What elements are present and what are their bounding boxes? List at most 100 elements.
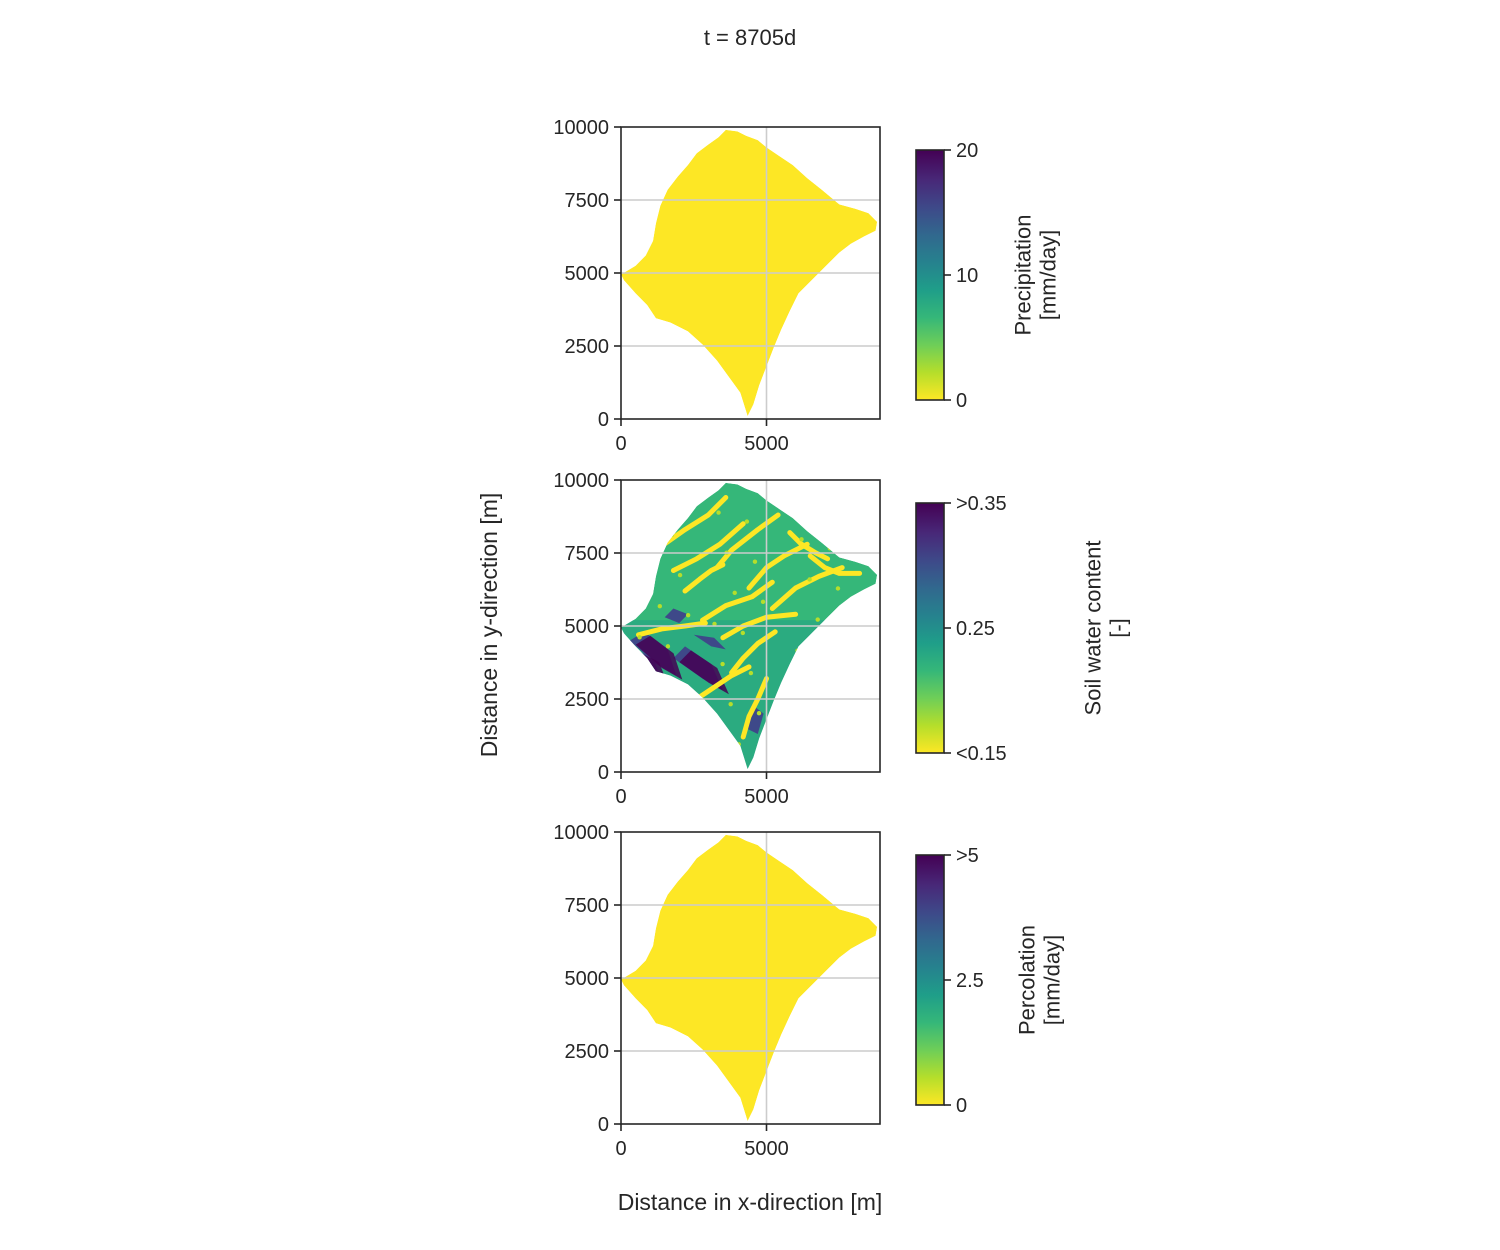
y-tick-label: 0 bbox=[598, 1114, 609, 1136]
dry-channel bbox=[653, 495, 729, 553]
y-tick-label: 5000 bbox=[565, 968, 610, 990]
soil-speckle bbox=[685, 613, 691, 618]
dry-channel bbox=[787, 530, 831, 562]
colorbar-gradient bbox=[915, 149, 945, 401]
soil-speckle bbox=[645, 675, 650, 680]
soil-speckle bbox=[649, 563, 654, 569]
x-tick-label: 5000 bbox=[744, 433, 789, 455]
soil-speckle bbox=[760, 599, 766, 605]
colorbar-label-line: [mm/day] bbox=[1040, 935, 1065, 1025]
colorbar-tick-label: >5 bbox=[956, 845, 979, 867]
soil-speckle bbox=[807, 577, 812, 582]
y-tick-label: 0 bbox=[598, 762, 609, 784]
soil-speckle bbox=[819, 506, 824, 511]
x-tick-label: 5000 bbox=[744, 1138, 789, 1160]
soil-speckle bbox=[756, 710, 762, 716]
soil-speckle bbox=[799, 537, 804, 542]
x-axis-label: Distance in x-direction [m] bbox=[618, 1189, 883, 1215]
soil-speckle bbox=[752, 559, 758, 564]
soil-speckle bbox=[728, 701, 733, 707]
colorbar-tick-label: 10 bbox=[956, 265, 978, 287]
soil-speckle bbox=[641, 523, 646, 529]
colorbar: <0.15 0.25 >0.35 Soil water content[-] bbox=[915, 493, 1131, 765]
colorbar-label: Soil water content[-] bbox=[1081, 541, 1131, 716]
wet-patch bbox=[664, 608, 688, 624]
dry-channel bbox=[720, 611, 799, 641]
colorbar-tick-label: >0.35 bbox=[956, 493, 1007, 515]
colorbar-label-line: Percolation bbox=[1015, 925, 1040, 1035]
colorbar-tick-label: 0 bbox=[956, 1095, 967, 1117]
colorbar-gradient bbox=[915, 502, 945, 754]
y-tick-label: 10000 bbox=[553, 470, 609, 492]
soil-speckle bbox=[661, 492, 667, 498]
soil-speckle bbox=[791, 497, 796, 502]
soil-speckle bbox=[736, 742, 741, 747]
y-tick-label: 10000 bbox=[553, 822, 609, 844]
colorbar-tick-label: 2.5 bbox=[956, 970, 984, 992]
gridlines bbox=[621, 832, 880, 1124]
dry-channel bbox=[740, 676, 769, 740]
y-tick-label: 7500 bbox=[565, 895, 610, 917]
y-tick-label: 10000 bbox=[553, 117, 609, 139]
soil-speckle bbox=[827, 546, 833, 551]
dry-channel bbox=[807, 553, 863, 576]
colorbar-tick-label: <0.15 bbox=[956, 743, 1007, 765]
gridlines bbox=[621, 480, 880, 772]
soil-speckle bbox=[795, 648, 800, 653]
precipitation-map: 0 5000 0 2500 5000 7500 10000 0 10 20 Precipitatio… bbox=[553, 117, 1060, 455]
colorbar: 0 2.5 >5 Percolation[mm/day] bbox=[915, 845, 1065, 1117]
dry-channel bbox=[670, 521, 746, 573]
southern-wetter-zone bbox=[621, 620, 878, 770]
x-tick-label: 0 bbox=[615, 433, 626, 455]
soil-speckle bbox=[839, 737, 845, 743]
soil-speckle bbox=[732, 590, 737, 596]
dry-channel bbox=[714, 512, 781, 571]
dry-channel bbox=[636, 620, 708, 638]
colorbar-label-line: Soil water content bbox=[1081, 541, 1106, 716]
soil-speckle bbox=[657, 604, 663, 609]
soil-speckle bbox=[720, 661, 725, 667]
colorbar-label: Precipitation[mm/day] bbox=[1011, 214, 1061, 335]
very-wet-patch bbox=[635, 635, 683, 680]
soil-speckle bbox=[637, 635, 642, 640]
y-tick-label: 5000 bbox=[565, 616, 610, 638]
gridlines bbox=[621, 127, 880, 419]
dry-channel bbox=[694, 664, 752, 702]
dry-channel bbox=[682, 562, 726, 594]
y-tick-label: 7500 bbox=[565, 543, 610, 565]
soil-speckle bbox=[677, 572, 683, 578]
soil-speckle bbox=[712, 621, 717, 627]
colorbar-tick-label: 0 bbox=[956, 390, 967, 412]
wet-patch bbox=[693, 634, 726, 650]
soil-speckle bbox=[835, 586, 841, 591]
soil-speckle bbox=[653, 715, 658, 720]
map-field bbox=[621, 482, 878, 770]
x-tick-label: 0 bbox=[615, 786, 626, 808]
soil-speckle bbox=[673, 684, 679, 689]
figure-title: t = 8705d bbox=[704, 25, 796, 50]
x-tick-label: 5000 bbox=[744, 786, 789, 808]
soil-speckle bbox=[803, 688, 808, 693]
soil-speckle bbox=[665, 644, 671, 649]
y-tick-label: 2500 bbox=[565, 1041, 610, 1063]
soil-water-content-map: 0 5000 0 2500 5000 7500 10000 <0.15 0.25 >0.35 Soi… bbox=[553, 470, 1130, 808]
y-tick-label: 2500 bbox=[565, 689, 610, 711]
x-tick-label: 0 bbox=[615, 1138, 626, 1160]
dry-channel bbox=[700, 579, 775, 623]
y-tick-label: 7500 bbox=[565, 190, 610, 212]
soil-speckle bbox=[815, 617, 820, 622]
colorbar-label-line: Precipitation bbox=[1011, 214, 1036, 335]
soil-speckle bbox=[681, 724, 687, 729]
colorbar: 0 10 20 Precipitation[mm/day] bbox=[915, 140, 1061, 412]
colorbar-tick-label: 20 bbox=[956, 140, 978, 162]
colorbar-gradient bbox=[915, 854, 945, 1106]
colorbar-tick-label: 0.25 bbox=[956, 618, 995, 640]
soil-speckle bbox=[744, 519, 750, 524]
panels: 0 5000 0 2500 5000 7500 10000 0 10 20 Precipitatio… bbox=[553, 117, 1130, 1160]
soil-speckle bbox=[740, 630, 746, 636]
colorbar-label: Percolation[mm/day] bbox=[1015, 925, 1065, 1035]
colorbar-label-line: [mm/day] bbox=[1036, 230, 1061, 320]
y-tick-label: 2500 bbox=[565, 336, 610, 358]
y-tick-label: 0 bbox=[598, 409, 609, 431]
